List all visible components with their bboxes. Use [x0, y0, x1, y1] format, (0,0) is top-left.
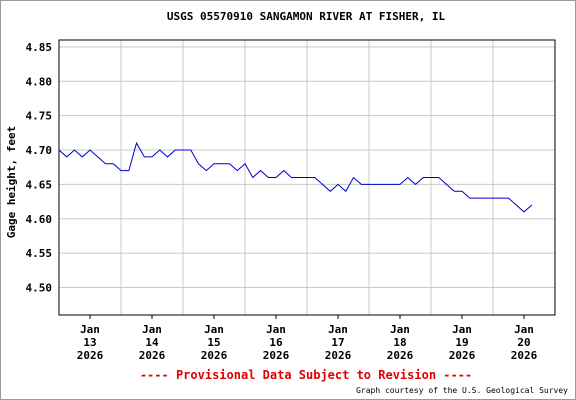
y-tick-label: 4.55	[26, 247, 53, 260]
x-tick-label: Jan	[80, 323, 100, 336]
y-tick-label: 4.85	[26, 41, 53, 54]
x-tick-label: 13	[83, 336, 96, 349]
y-tick-label: 4.50	[26, 282, 53, 295]
x-tick-label: 2026	[325, 349, 352, 362]
y-tick-label: 4.75	[26, 110, 53, 123]
x-tick-label: 2026	[139, 349, 166, 362]
x-tick-label: 20	[517, 336, 530, 349]
provisional-note: ---- Provisional Data Subject to Revisio…	[140, 368, 472, 382]
y-tick-label: 4.65	[26, 178, 53, 191]
x-tick-label: Jan	[204, 323, 224, 336]
x-tick-label: 16	[269, 336, 283, 349]
credit: Graph courtesy of the U.S. Geological Su…	[356, 386, 568, 395]
x-tick-label: 2026	[201, 349, 228, 362]
x-tick-label: 2026	[449, 349, 476, 362]
x-tick-label: 17	[331, 336, 344, 349]
x-tick-label: 15	[207, 336, 220, 349]
data-line	[58, 141, 533, 213]
x-tick-label: Jan	[142, 323, 162, 336]
y-tick-label: 4.60	[26, 213, 53, 226]
chart-title: USGS 05570910 SANGAMON RIVER AT FISHER, …	[167, 10, 446, 23]
y-tick-label: 4.80	[26, 75, 53, 88]
x-tick-label: Jan	[452, 323, 472, 336]
x-tick-label: 2026	[77, 349, 104, 362]
x-tick-label: 2026	[511, 349, 538, 362]
x-tick-label: 2026	[387, 349, 414, 362]
plot-area	[58, 39, 556, 316]
x-tick-label: 2026	[263, 349, 290, 362]
x-tick-label: Jan	[328, 323, 348, 336]
x-tick-label: 18	[393, 336, 406, 349]
x-tick-label: Jan	[390, 323, 410, 336]
x-tick-label: 19	[455, 336, 468, 349]
x-tick-label: 14	[145, 336, 159, 349]
y-tick-label: 4.70	[26, 144, 53, 157]
x-tick-label: Jan	[266, 323, 286, 336]
x-tick-label: Jan	[514, 323, 534, 336]
y-axis-label: Gage height, feet	[5, 126, 18, 239]
